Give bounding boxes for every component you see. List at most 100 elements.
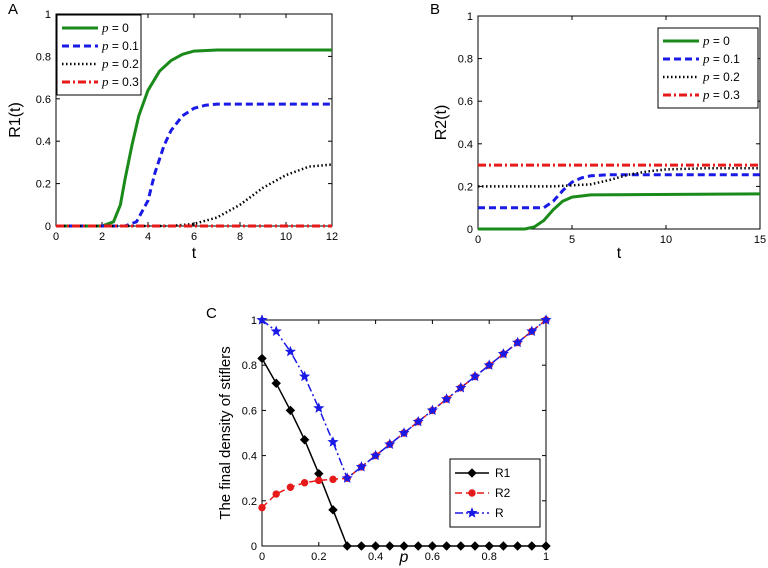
legend-entry-label: p = 0 [101,20,129,35]
y-tick-label: 0.4 [36,136,51,148]
series-line-p-0-2 [56,163,332,228]
data-point-diamond [299,435,310,445]
data-point-star [455,382,467,393]
y-tick-label: 0 [251,541,257,553]
legend-variable: p [702,33,710,48]
data-point-star [341,472,353,483]
y-tick-label: 0.4 [242,451,257,463]
x-tick-label: 0.6 [425,551,440,563]
panel-letter: C [206,305,217,322]
legend-value: = 0.3 [109,75,140,89]
x-tick-label: 4 [145,231,151,243]
x-tick-label: 10 [660,234,672,246]
data-point-star [497,348,509,359]
legend-value: = 0.2 [710,70,741,84]
data-point-star [398,427,410,438]
legend-entry-label: R1 [495,466,511,480]
legend-variable: p [101,20,109,35]
data-point-diamond [541,541,551,551]
data-point-star [512,336,524,348]
y-tick-label: 0.8 [242,360,257,372]
data-point-star [256,314,268,325]
y-tick-label: 0.4 [458,139,473,151]
data-point-diamond [356,541,367,551]
data-point-star [370,449,382,461]
y-tick-label: 0 [467,224,473,236]
x-tick-label: 0.4 [368,551,383,563]
legend-variable: p [101,56,109,71]
legend-value: = 0 [710,34,731,48]
legend-variable: p [702,51,710,66]
panel-letter: B [430,1,440,18]
legend-value: = 0.1 [109,39,140,53]
data-point-circle [300,479,309,487]
y-tick-label: 0.2 [458,181,473,193]
x-tick-label: 12 [326,231,338,243]
x-tick-label: 10 [280,231,292,243]
y-tick-label: 1 [251,315,257,327]
y-axis-label: R2(t) [433,105,450,141]
series-line-p-0-1 [56,102,332,228]
legend-variable: p [702,87,710,102]
data-point-star [526,325,538,336]
data-point-diamond [467,468,477,478]
data-point-diamond [456,541,466,551]
x-tick-label: 8 [237,231,243,243]
data-point-diamond [527,541,537,551]
legend-value: = 0.2 [109,57,140,71]
legend-variable: p [101,38,109,53]
x-tick-label: 0 [53,231,59,243]
x-tick-label: 15 [754,234,766,246]
data-point-diamond [370,541,381,551]
data-point-star [384,438,396,449]
data-point-circle [329,475,337,484]
data-point-circle [286,483,295,491]
x-tick-label: 0 [259,551,265,563]
legend-value: = 0.1 [710,52,741,66]
y-tick-label: 0.2 [242,496,257,508]
data-point-star [426,404,438,416]
series-line-r [262,319,546,480]
legend-variable: p [702,69,710,84]
chart-panel-c: 0 0.2 0.4 0.6 0.8 1 0 0.2 0.4 0.6 0.8 1 Cp The final … [206,305,552,566]
data-point-diamond [271,378,281,388]
x-tick-label: 2 [99,231,105,243]
data-point-diamond [342,541,352,551]
legend-value: = 0.3 [710,88,741,102]
data-point-star [355,461,367,472]
data-point-diamond [257,353,267,364]
y-tick-label: 0 [45,221,51,233]
legend-box [449,458,541,528]
y-tick-label: 0.6 [458,96,473,108]
series-line-p-0-1 [478,173,760,210]
panel-letter: A [8,1,18,18]
x-axis-label: t [192,245,197,262]
data-point-circle [258,503,266,512]
data-point-star [412,415,424,427]
legend-entry-label: p = 0.1 [101,38,139,53]
y-tick-label: 1 [467,11,473,23]
data-point-diamond [427,541,438,551]
data-point-star [441,393,453,404]
data-point-diamond [512,541,523,551]
legend-entry-label: p = 0.3 [101,74,139,89]
x-tick-label: 6 [191,231,197,243]
legend-entry-label: p = 0 [702,33,730,48]
data-point-diamond [285,405,296,416]
data-point-diamond [413,541,423,551]
y-tick-label: 0.6 [36,94,51,106]
legend-entry-label: p = 0.1 [702,51,740,66]
data-point-diamond [441,541,452,551]
data-point-diamond [484,541,494,551]
data-point-star [327,436,339,447]
data-point-star [469,370,481,382]
data-point-diamond [498,541,509,551]
x-axis-label: p [399,549,409,566]
x-tick-label: 0 [475,234,481,246]
legend-entry-label: p = 0.2 [101,56,139,71]
x-tick-label: 0.8 [482,551,497,563]
legend-variable: p [101,74,109,89]
